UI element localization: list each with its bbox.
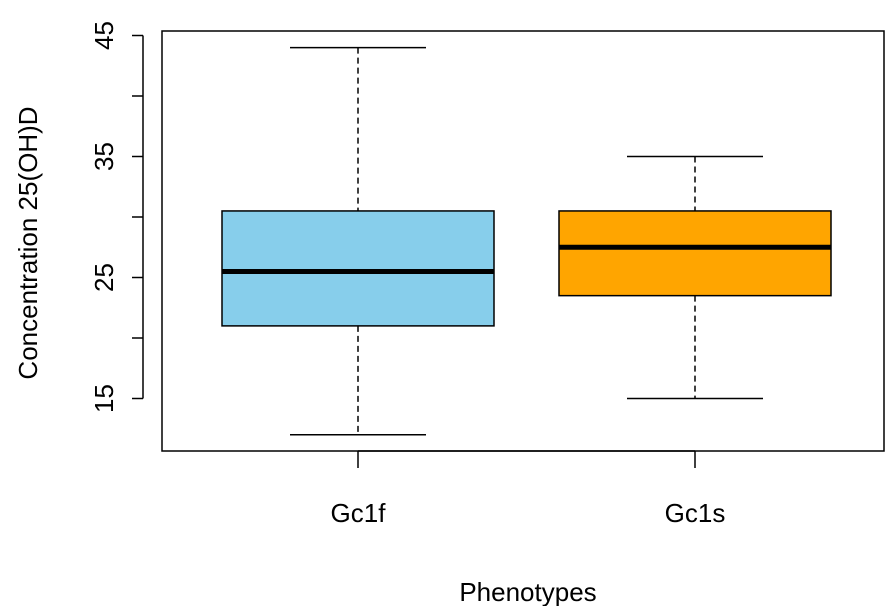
y-tick-label: 45	[89, 21, 119, 50]
y-tick-label: 25	[89, 263, 119, 292]
y-axis: 15 25 35 45	[89, 21, 144, 413]
x-axis-label: Phenotypes	[459, 577, 596, 606]
boxes-layer	[221, 46, 832, 436]
y-tick-label: 15	[89, 384, 119, 413]
y-axis-label: Concentration 25(OH)D	[13, 106, 43, 379]
x-tick-label: Gc1s	[665, 498, 726, 528]
box-gc1s	[558, 155, 832, 400]
box-gc1f	[221, 46, 495, 436]
y-tick-label: 35	[89, 142, 119, 171]
iqr-box	[558, 210, 832, 297]
iqr-box	[221, 210, 495, 327]
x-axis: Gc1f Gc1s	[331, 450, 726, 528]
x-tick-label: Gc1f	[331, 498, 387, 528]
